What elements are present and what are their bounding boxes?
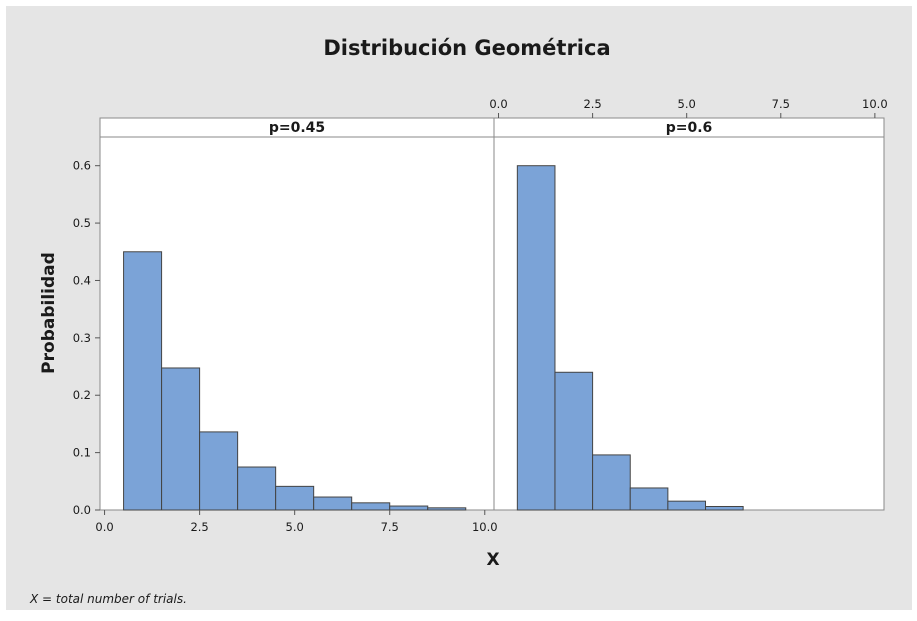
bar — [592, 454, 631, 511]
bar — [199, 431, 239, 511]
bar — [161, 367, 201, 511]
footnote: X = total number of trials. — [29, 592, 187, 606]
bar — [313, 496, 353, 511]
x-tick-label: 0.0 — [95, 520, 113, 534]
bar — [123, 251, 163, 511]
y-tick-label: 0.0 — [73, 503, 91, 517]
y-tick-label: 0.2 — [73, 388, 91, 402]
x-axis-label: X — [486, 550, 499, 570]
chart-title: Distribución Geométrica — [323, 36, 610, 60]
bar — [275, 485, 315, 511]
bar — [516, 165, 556, 511]
x-tick-label: 7.5 — [381, 520, 399, 534]
y-tick-label: 0.4 — [73, 273, 91, 287]
panel-2: p=0.6 0.0 2.5 5.0 7.5 10.0 — [489, 97, 888, 511]
panel-1: p=0.45 0.0 2.5 5.0 7.5 10.0 0.0 0.1 0.2 0.3 0.4 0.5… — [73, 117, 498, 534]
panel-label: p=0.45 — [269, 120, 325, 136]
y-tick-label: 0.1 — [73, 446, 91, 460]
bar — [705, 505, 744, 511]
x-tick-label: 7.5 — [772, 97, 790, 111]
bar — [667, 500, 707, 511]
bar — [427, 507, 467, 511]
y-axis-label: Probabilidad — [39, 252, 59, 374]
bar — [629, 487, 669, 511]
y-tick-label: 0.5 — [73, 216, 91, 230]
x-tick-label: 2.5 — [190, 520, 208, 534]
y-tick-label: 0.6 — [73, 159, 91, 173]
x-tick-label: 5.0 — [678, 97, 696, 111]
panels: p=0.45 0.0 2.5 5.0 7.5 10.0 0.0 0.1 0.2 0.3 0.4 0.5… — [73, 97, 888, 534]
x-tick-label: 0.0 — [489, 97, 507, 111]
x-tick-label: 2.5 — [583, 97, 601, 111]
x-tick-label: 10.0 — [862, 97, 888, 111]
panel-strip — [493, 117, 885, 138]
panel-label: p=0.6 — [666, 120, 713, 136]
y-tick-label: 0.3 — [73, 331, 91, 345]
x-tick-label: 10.0 — [472, 520, 498, 534]
bar — [237, 466, 277, 511]
bar — [351, 502, 391, 511]
bar — [389, 505, 429, 511]
bar — [554, 371, 594, 511]
x-tick-label: 5.0 — [286, 520, 304, 534]
